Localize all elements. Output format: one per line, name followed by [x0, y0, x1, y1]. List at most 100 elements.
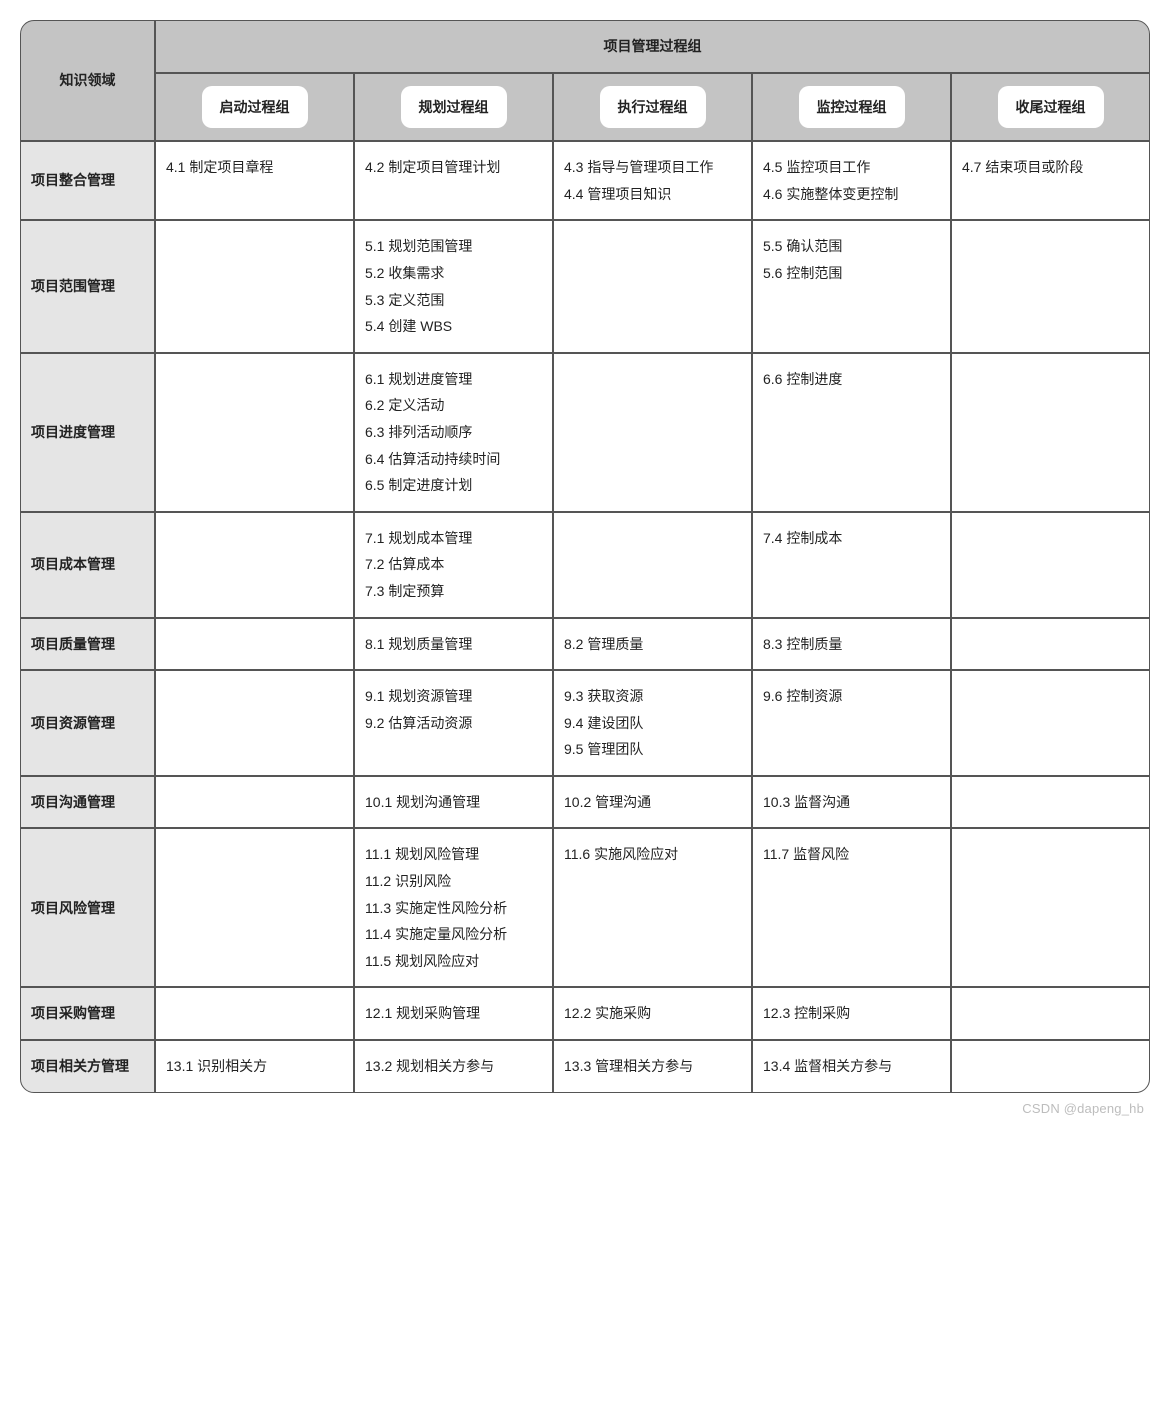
cell: [155, 776, 354, 829]
row-header: 项目采购管理: [20, 987, 155, 1040]
cell: [553, 353, 752, 512]
cell: 10.1 规划沟通管理: [354, 776, 553, 829]
cell: [553, 512, 752, 618]
cell: [155, 987, 354, 1040]
cell: 13.1 识别相关方: [155, 1040, 354, 1093]
pm-process-table: 知识领域 项目管理过程组 启动过程组 规划过程组 执行过程组 监控过程组 收尾过…: [20, 20, 1150, 1093]
cell: [951, 512, 1150, 618]
cell: 7.4 控制成本: [752, 512, 951, 618]
cell: 6.6 控制进度: [752, 353, 951, 512]
cell: [155, 220, 354, 352]
cell: [951, 1040, 1150, 1093]
row-header: 项目资源管理: [20, 670, 155, 776]
cell: [951, 828, 1150, 987]
col-monitoring: 监控过程组: [752, 73, 951, 142]
table-row: 项目采购管理12.1 规划采购管理12.2 实施采购12.3 控制采购: [20, 987, 1150, 1040]
cell: 4.1 制定项目章程: [155, 141, 354, 220]
cell: 4.3 指导与管理项目工作4.4 管理项目知识: [553, 141, 752, 220]
cell-line: 11.2 识别风险: [365, 868, 542, 895]
cell-line: 9.4 建设团队: [564, 710, 741, 737]
table-row: 项目范围管理 5.1 规划范围管理5.2 收集需求5.3 定义范围5.4 创建 W…: [20, 220, 1150, 352]
cell: 5.1 规划范围管理5.2 收集需求5.3 定义范围5.4 创建 WBS: [354, 220, 553, 352]
cell: [951, 618, 1150, 671]
cell: 8.3 控制质量: [752, 618, 951, 671]
cell: 9.6 控制资源: [752, 670, 951, 776]
cell-line: 10.3 监督沟通: [763, 789, 940, 816]
cell-line: 4.5 监控项目工作: [763, 154, 940, 181]
cell: [155, 828, 354, 987]
row-header: 项目范围管理: [20, 220, 155, 352]
table-row: 项目相关方管理13.1 识别相关方13.2 规划相关方参与13.3 管理相关方参…: [20, 1040, 1150, 1093]
cell: 12.3 控制采购: [752, 987, 951, 1040]
cell: [951, 353, 1150, 512]
cell: 4.2 制定项目管理计划: [354, 141, 553, 220]
col-process-group-header: 项目管理过程组: [155, 20, 1150, 73]
cell: [951, 987, 1150, 1040]
cell-line: 8.2 管理质量: [564, 631, 741, 658]
col-closing: 收尾过程组: [951, 73, 1150, 142]
cell: [553, 220, 752, 352]
col-knowledge-header: 知识领域: [20, 20, 155, 141]
col-executing: 执行过程组: [553, 73, 752, 142]
cell-line: 9.5 管理团队: [564, 736, 741, 763]
cell-line: 11.7 监督风险: [763, 841, 940, 868]
cell-line: 7.4 控制成本: [763, 525, 940, 552]
cell: 11.1 规划风险管理11.2 识别风险11.3 实施定性风险分析11.4 实施…: [354, 828, 553, 987]
cell-line: 6.3 排列活动顺序: [365, 419, 542, 446]
cell-line: 11.5 规划风险应对: [365, 948, 542, 975]
cell-line: 5.3 定义范围: [365, 287, 542, 314]
cell-line: 7.3 制定预算: [365, 578, 542, 605]
cell: [155, 670, 354, 776]
cell: 8.1 规划质量管理: [354, 618, 553, 671]
row-header: 项目整合管理: [20, 141, 155, 220]
cell: 9.3 获取资源9.4 建设团队9.5 管理团队: [553, 670, 752, 776]
cell-line: 5.6 控制范围: [763, 260, 940, 287]
cell-line: 6.1 规划进度管理: [365, 366, 542, 393]
table-row: 项目资源管理9.1 规划资源管理9.2 估算活动资源9.3 获取资源9.4 建设…: [20, 670, 1150, 776]
cell: 12.2 实施采购: [553, 987, 752, 1040]
cell-line: 4.4 管理项目知识: [564, 181, 741, 208]
cell-line: 5.2 收集需求: [365, 260, 542, 287]
cell-line: 9.3 获取资源: [564, 683, 741, 710]
cell: 10.3 监督沟通: [752, 776, 951, 829]
cell: 11.6 实施风险应对: [553, 828, 752, 987]
cell: 9.1 规划资源管理9.2 估算活动资源: [354, 670, 553, 776]
cell-line: 4.7 结束项目或阶段: [962, 154, 1139, 181]
cell-line: 11.6 实施风险应对: [564, 841, 741, 868]
cell: 4.5 监控项目工作4.6 实施整体变更控制: [752, 141, 951, 220]
cell-line: 6.2 定义活动: [365, 392, 542, 419]
table-row: 项目整合管理4.1 制定项目章程4.2 制定项目管理计划4.3 指导与管理项目工…: [20, 141, 1150, 220]
row-header: 项目成本管理: [20, 512, 155, 618]
cell: 10.2 管理沟通: [553, 776, 752, 829]
cell-line: 7.1 规划成本管理: [365, 525, 542, 552]
cell-line: 11.1 规划风险管理: [365, 841, 542, 868]
table-row: 项目质量管理 8.1 规划质量管理 8.2 管理质量 8.3 控制质量: [20, 618, 1150, 671]
cell-line: 7.2 估算成本: [365, 551, 542, 578]
cell-line: 13.3 管理相关方参与: [564, 1053, 741, 1080]
cell-line: 13.2 规划相关方参与: [365, 1053, 542, 1080]
col-initiating: 启动过程组: [155, 73, 354, 142]
cell-line: 11.4 实施定量风险分析: [365, 921, 542, 948]
row-header: 项目质量管理: [20, 618, 155, 671]
cell: [951, 220, 1150, 352]
table-row: 项目风险管理11.1 规划风险管理11.2 识别风险11.3 实施定性风险分析1…: [20, 828, 1150, 987]
cell-line: 11.3 实施定性风险分析: [365, 895, 542, 922]
cell: 11.7 监督风险: [752, 828, 951, 987]
cell-line: 4.1 制定项目章程: [166, 154, 343, 181]
cell: 4.7 结束项目或阶段: [951, 141, 1150, 220]
row-header: 项目进度管理: [20, 353, 155, 512]
cell: 5.5 确认范围5.6 控制范围: [752, 220, 951, 352]
cell-line: 4.3 指导与管理项目工作: [564, 154, 741, 181]
cell-line: 9.6 控制资源: [763, 683, 940, 710]
cell: [951, 776, 1150, 829]
cell-line: 12.2 实施采购: [564, 1000, 741, 1027]
cell: 7.1 规划成本管理7.2 估算成本7.3 制定预算: [354, 512, 553, 618]
cell: [155, 512, 354, 618]
cell: 6.1 规划进度管理6.2 定义活动6.3 排列活动顺序6.4 估算活动持续时间…: [354, 353, 553, 512]
cell: 13.2 规划相关方参与: [354, 1040, 553, 1093]
cell-line: 9.1 规划资源管理: [365, 683, 542, 710]
table-row: 项目沟通管理10.1 规划沟通管理10.2 管理沟通10.3 监督沟通: [20, 776, 1150, 829]
cell-line: 6.4 估算活动持续时间: [365, 446, 542, 473]
cell-line: 13.4 监督相关方参与: [763, 1053, 940, 1080]
table-row: 项目成本管理 7.1 规划成本管理7.2 估算成本7.3 制定预算 7.4 控制成本: [20, 512, 1150, 618]
